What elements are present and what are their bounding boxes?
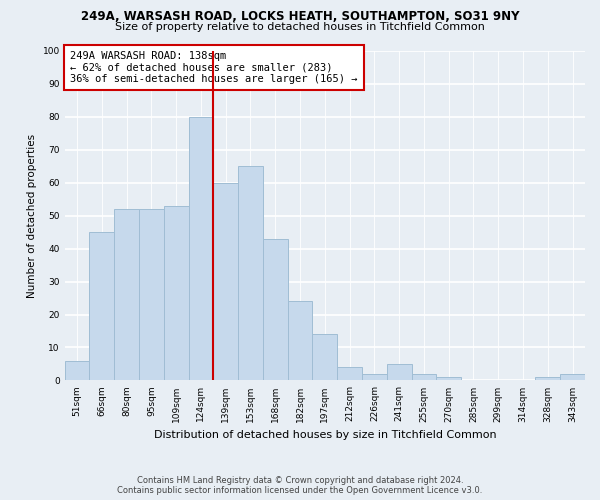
- Bar: [412, 374, 436, 380]
- Bar: [535, 377, 560, 380]
- Bar: [263, 239, 287, 380]
- Bar: [337, 368, 362, 380]
- Bar: [387, 364, 412, 380]
- Bar: [65, 360, 89, 380]
- Y-axis label: Number of detached properties: Number of detached properties: [27, 134, 37, 298]
- Text: 249A, WARSASH ROAD, LOCKS HEATH, SOUTHAMPTON, SO31 9NY: 249A, WARSASH ROAD, LOCKS HEATH, SOUTHAM…: [81, 10, 519, 23]
- Bar: [313, 334, 337, 380]
- Bar: [560, 374, 585, 380]
- Bar: [188, 117, 214, 380]
- Bar: [238, 166, 263, 380]
- Bar: [287, 302, 313, 380]
- Bar: [139, 209, 164, 380]
- Text: 249A WARSASH ROAD: 138sqm
← 62% of detached houses are smaller (283)
36% of semi: 249A WARSASH ROAD: 138sqm ← 62% of detac…: [70, 51, 358, 84]
- Bar: [362, 374, 387, 380]
- Bar: [214, 183, 238, 380]
- Text: Contains HM Land Registry data © Crown copyright and database right 2024.
Contai: Contains HM Land Registry data © Crown c…: [118, 476, 482, 495]
- Bar: [114, 209, 139, 380]
- Bar: [436, 377, 461, 380]
- Bar: [164, 206, 188, 380]
- Bar: [89, 232, 114, 380]
- Text: Size of property relative to detached houses in Titchfield Common: Size of property relative to detached ho…: [115, 22, 485, 32]
- X-axis label: Distribution of detached houses by size in Titchfield Common: Distribution of detached houses by size …: [154, 430, 496, 440]
